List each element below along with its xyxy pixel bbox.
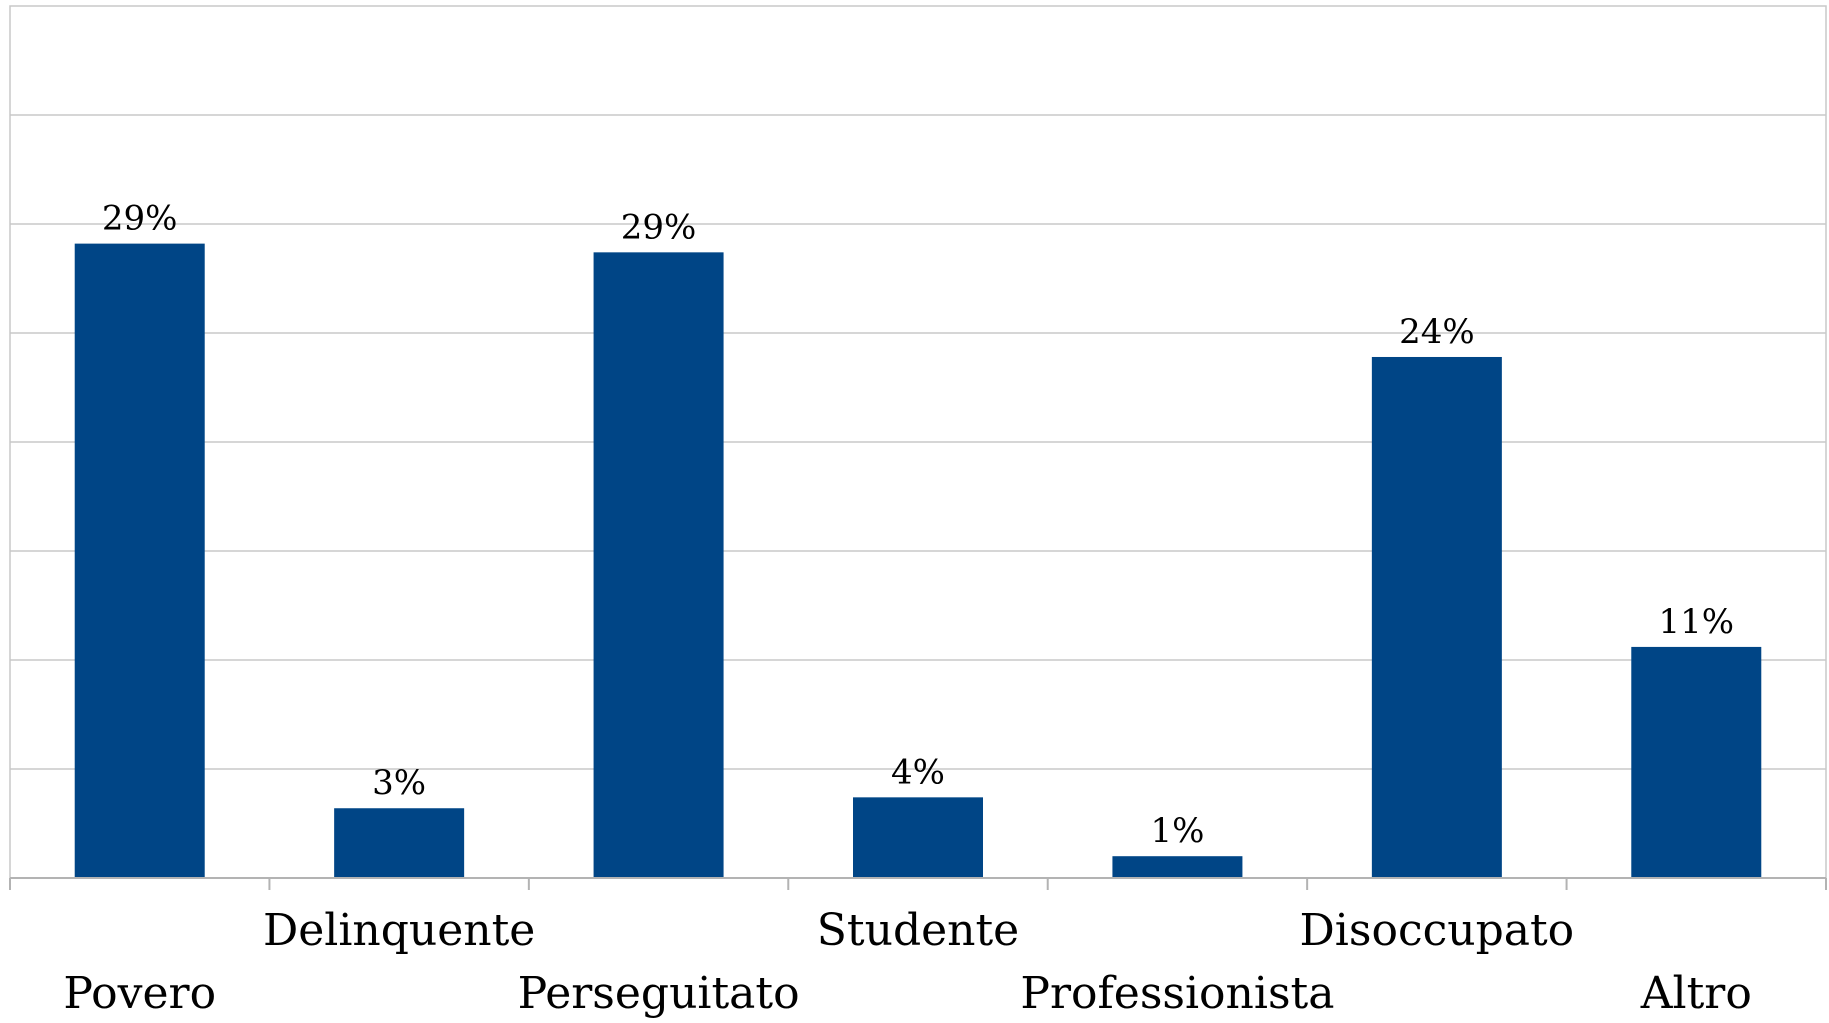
category-label: Altro — [1640, 968, 1752, 1019]
bar — [1371, 356, 1502, 879]
bars — [74, 243, 1762, 879]
category-label: Delinquente — [263, 905, 535, 956]
category-label: Perseguitato — [518, 968, 800, 1019]
category-label: Professionista — [1020, 968, 1334, 1019]
data-label: 11% — [1658, 602, 1734, 642]
data-label: 3% — [372, 763, 426, 803]
bar — [1112, 856, 1243, 878]
data-label: 1% — [1150, 811, 1204, 851]
gridlines — [9, 5, 1827, 879]
bar — [853, 797, 983, 878]
data-label: 24% — [1399, 312, 1475, 352]
x-axis — [9, 877, 1827, 890]
data-label: 29% — [102, 199, 178, 239]
category-label: Disoccupato — [1300, 905, 1575, 956]
bar — [74, 243, 205, 878]
data-label: 4% — [891, 752, 945, 792]
category-label: Povero — [63, 968, 216, 1019]
data-labels: 29% 3% 29% 4% 1% 24% 11% — [102, 199, 1734, 852]
bar — [334, 808, 465, 878]
category-labels: Povero Delinquente Perseguitato StudentePro… — [63, 905, 1751, 1019]
bar — [1631, 646, 1762, 878]
category-label: Studente — [817, 905, 1019, 956]
data-label: 29% — [621, 207, 697, 247]
bar — [593, 252, 724, 879]
